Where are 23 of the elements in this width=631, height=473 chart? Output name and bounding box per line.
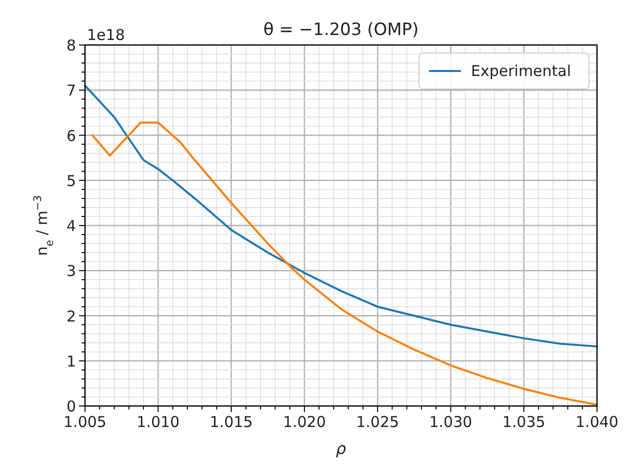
x-tick-label: 1.030: [429, 413, 472, 431]
x-tick-label: 1.025: [356, 413, 400, 431]
chart-title: θ = −1.203 (OMP): [263, 20, 419, 40]
y-tick-label: 1: [66, 352, 76, 370]
x-tick-label: 1.035: [502, 413, 546, 431]
y-tick-label: 7: [66, 82, 76, 100]
x-tick-label: 1.010: [136, 413, 180, 431]
y-tick-label: 6: [66, 126, 76, 145]
x-tick-label: 1.005: [64, 413, 106, 431]
legend-label: Experimental: [471, 62, 572, 80]
y-tick-label: 0: [66, 398, 76, 416]
y-tick-label: 5: [66, 172, 76, 190]
y-tick-label: 3: [66, 262, 76, 280]
x-tick-label: 1.015: [210, 413, 253, 431]
x-axis-title: ρ: [336, 439, 346, 458]
y-tick-label: 4: [66, 217, 76, 235]
line-series: [91, 122, 598, 406]
x-tick-label: 1.020: [282, 413, 326, 431]
y-tick-label: 2: [66, 307, 76, 326]
line-series: [84, 84, 598, 348]
y-tick-label: 8: [66, 36, 76, 54]
x-tick-label: 1.040: [576, 413, 618, 431]
text: 1e18: [87, 26, 125, 44]
